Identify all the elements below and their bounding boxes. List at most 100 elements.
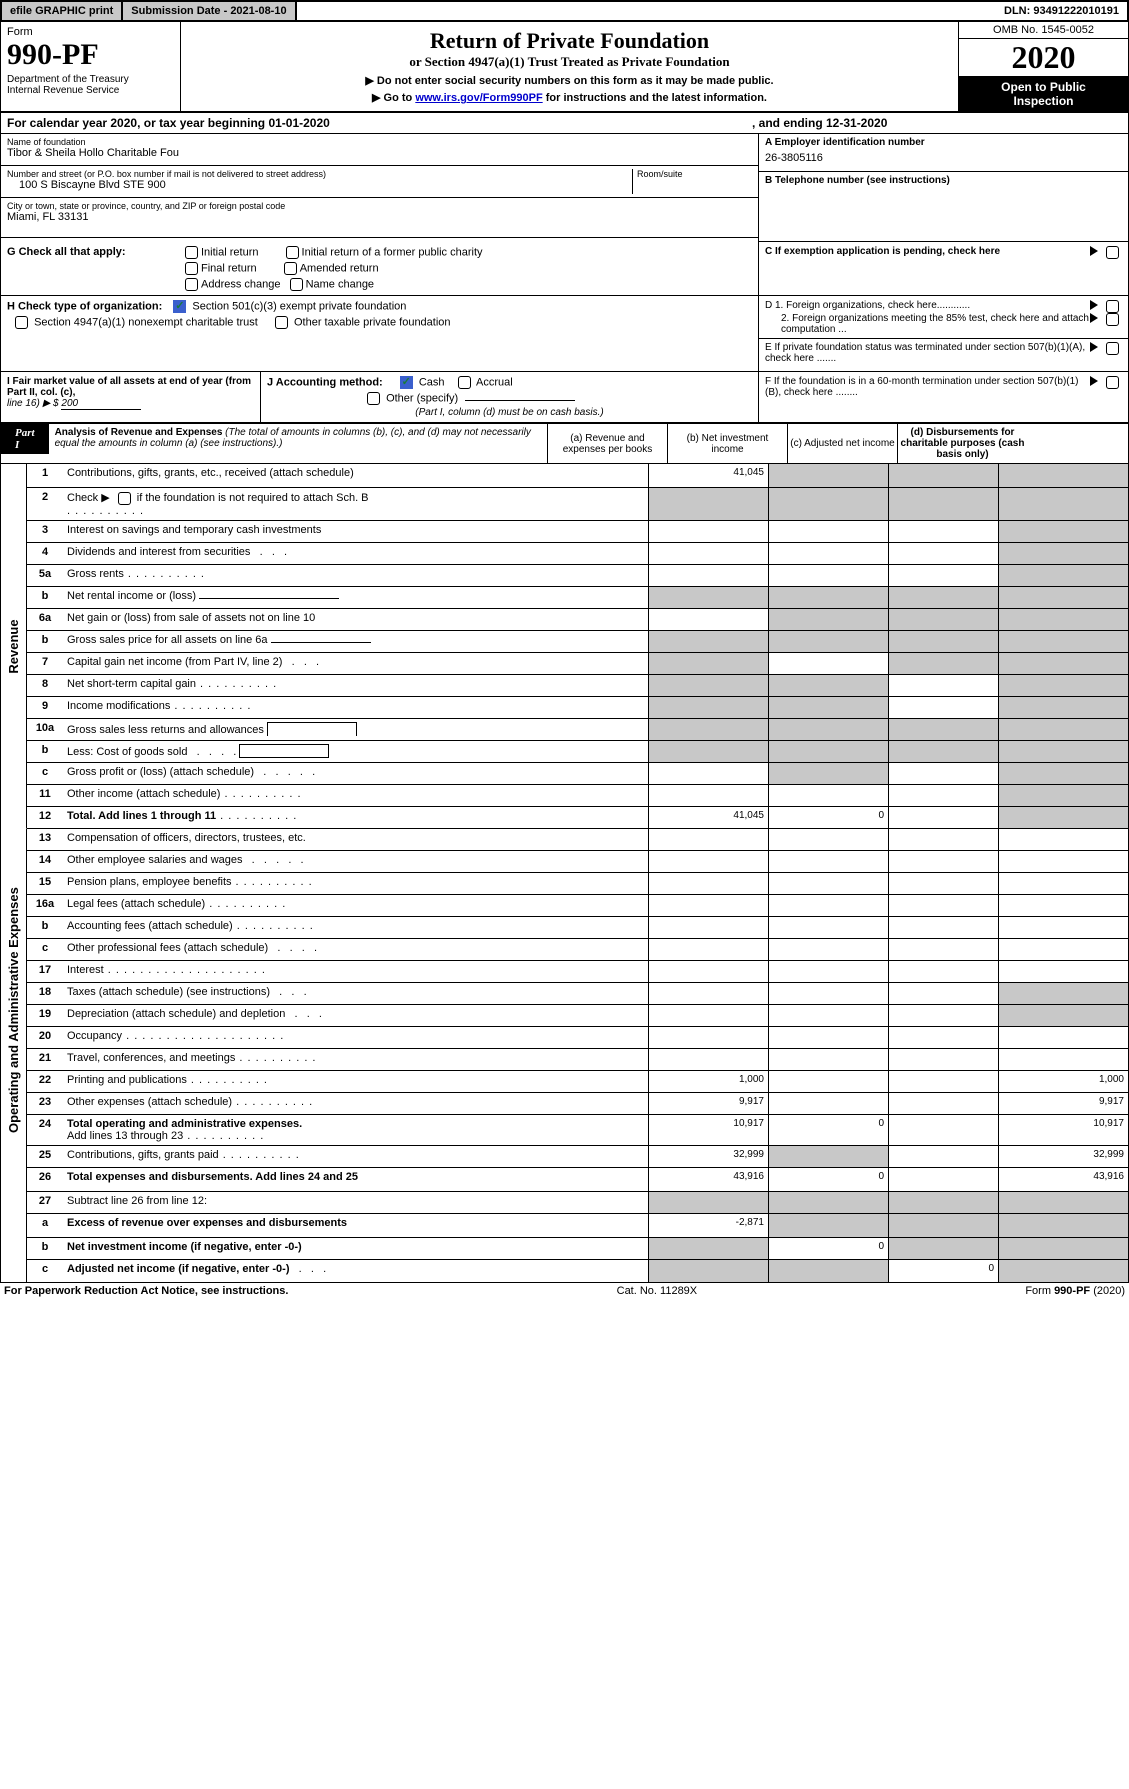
row-num: 10a [27,719,63,740]
cell-d [998,697,1128,718]
chk-final-return[interactable] [185,262,198,275]
cell-c [888,741,998,762]
chk-initial-public[interactable] [286,246,299,259]
chk-cash[interactable] [400,376,413,389]
cell-d [998,488,1128,520]
chk-schB[interactable] [118,492,131,505]
chk-accrual[interactable] [458,376,471,389]
col-a-header: (a) Revenue and expenses per books [547,424,667,463]
row-num: 23 [27,1093,63,1114]
cell-c [888,1115,998,1145]
row-desc: Interest [63,961,648,982]
g-lead: G Check all that apply: [7,246,177,291]
row-desc: Total. Add lines 1 through 11 [63,807,648,828]
cell-d [998,807,1128,828]
irs-link[interactable]: www.irs.gov/Form990PF [415,92,542,104]
chk-amended-return[interactable] [284,262,297,275]
cell-b [768,763,888,784]
row-num: 26 [27,1168,63,1191]
chk-d1[interactable] [1106,300,1119,313]
cell-a: 41,045 [648,807,768,828]
row-desc: Occupancy [63,1027,648,1048]
cell-b [768,675,888,696]
chk-address-change[interactable] [185,278,198,291]
instruction-2-post: for instructions and the latest informat… [543,92,767,104]
cell-a: 1,000 [648,1071,768,1092]
year-beginning: For calendar year 2020, or tax year begi… [7,116,752,130]
chk-other-taxable[interactable] [275,316,288,329]
row-desc: Taxes (attach schedule) (see instruction… [63,983,648,1004]
cell-c [888,1027,998,1048]
row-desc: Net rental income or (loss) [63,587,648,608]
row-desc: Compensation of officers, directors, tru… [63,829,648,850]
footer-left: For Paperwork Reduction Act Notice, see … [4,1285,288,1297]
chk-501c3[interactable] [173,300,186,313]
col-c-header: (c) Adjusted net income [787,424,897,463]
cell-b [768,1071,888,1092]
cell-c [888,917,998,938]
identity-block: Name of foundation Tibor & Sheila Hollo … [0,134,1129,242]
ein-value: 26-3805116 [765,152,1122,164]
cell-c [888,961,998,982]
cell-b [768,785,888,806]
chk-name-change[interactable] [290,278,303,291]
row-desc: Travel, conferences, and meetings [63,1049,648,1070]
row-num: 8 [27,675,63,696]
cell-b [768,1027,888,1048]
h-opt-1: Section 501(c)(3) exempt private foundat… [192,300,406,312]
cell-b [768,631,888,652]
row-num: b [27,741,63,762]
chk-e[interactable] [1106,342,1119,355]
tax-year: 2020 [959,39,1128,77]
cell-b [768,1214,888,1237]
cell-a [648,631,768,652]
cell-d [998,565,1128,586]
row-num: 19 [27,1005,63,1026]
revenue-side-label: Revenue [1,464,27,829]
cell-b [768,1192,888,1213]
row-num: 13 [27,829,63,850]
i-value: 200 [61,398,141,410]
chk-4947[interactable] [15,316,28,329]
cell-b [768,1146,888,1167]
chk-c[interactable] [1106,246,1119,259]
arrow-icon [1090,246,1098,256]
row-num: 16a [27,895,63,916]
cell-d [998,1027,1128,1048]
e-label: E If private foundation status was termi… [765,342,1090,364]
cell-c: 0 [888,1260,998,1282]
cell-c [888,464,998,487]
chk-initial-return[interactable] [185,246,198,259]
open-public-2: Inspection [962,94,1125,108]
section-g-row: G Check all that apply: Initial return I… [0,242,1129,296]
cell-a [648,521,768,542]
expenses-side-label: Operating and Administrative Expenses [1,829,27,1192]
cell-a: 32,999 [648,1146,768,1167]
row-num: 20 [27,1027,63,1048]
row-num: 14 [27,851,63,872]
col-b-header: (b) Net investment income [667,424,787,463]
open-public-1: Open to Public [962,80,1125,94]
other-specify-line [465,400,575,401]
cell-d [998,873,1128,894]
chk-other[interactable] [367,392,380,405]
j-other: Other (specify) [386,392,458,404]
row-desc: Printing and publications [63,1071,648,1092]
cell-b [768,587,888,608]
chk-d2[interactable] [1106,313,1119,326]
row-num: 2 [27,488,63,520]
row-num: 24 [27,1115,63,1145]
cell-b [768,917,888,938]
efile-button[interactable]: efile GRAPHIC print [2,2,123,20]
cell-c [888,543,998,564]
cell-c [888,785,998,806]
row-desc: Other income (attach schedule) [63,785,648,806]
chk-f[interactable] [1106,376,1119,389]
cell-a [648,543,768,564]
cell-c [888,895,998,916]
arrow-icon [1090,300,1098,310]
address: 100 S Biscayne Blvd STE 900 [7,179,632,191]
row-num: b [27,631,63,652]
cell-a [648,653,768,674]
cell-b [768,873,888,894]
